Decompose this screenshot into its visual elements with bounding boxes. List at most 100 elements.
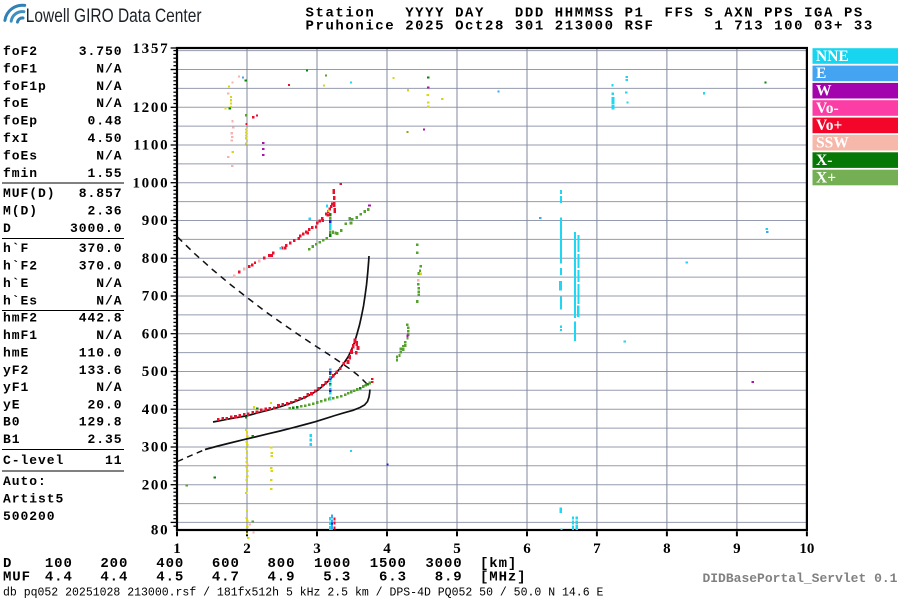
svg-text:7: 7: [593, 541, 601, 557]
svg-text:600: 600: [142, 326, 170, 342]
svg-text:N/A: N/A: [96, 276, 122, 291]
svg-text:foEs: foEs: [3, 148, 38, 163]
svg-text:B1: B1: [3, 432, 21, 447]
svg-text:foF1: foF1: [3, 61, 38, 76]
svg-text:yF1: yF1: [3, 380, 29, 395]
svg-text:Auto:: Auto:: [3, 474, 47, 489]
svg-text:700: 700: [142, 289, 170, 305]
svg-text:W: W: [816, 83, 832, 100]
svg-text:6.3: 6.3: [379, 570, 407, 586]
svg-text:1: 1: [173, 541, 181, 557]
svg-text:3.750: 3.750: [79, 44, 123, 59]
svg-text:[MHz]: [MHz]: [480, 570, 526, 586]
svg-text:500200: 500200: [3, 509, 56, 524]
svg-text:4.5: 4.5: [156, 570, 184, 586]
svg-text:D: D: [3, 556, 12, 572]
svg-text:1100: 1100: [133, 138, 169, 154]
svg-text:370.0: 370.0: [79, 259, 123, 274]
svg-text:fmin: fmin: [3, 166, 38, 181]
svg-text:foE: foE: [3, 96, 29, 111]
svg-text:Artist5: Artist5: [3, 491, 64, 506]
svg-text:800: 800: [142, 251, 170, 267]
svg-text:N/A: N/A: [96, 96, 122, 111]
svg-text:hmF1: hmF1: [3, 328, 38, 343]
svg-text:3000: 3000: [425, 556, 462, 572]
svg-text:4.4: 4.4: [100, 570, 128, 586]
svg-text:900: 900: [142, 213, 170, 229]
svg-text:yE: yE: [3, 398, 21, 413]
svg-text:yF2: yF2: [3, 363, 29, 378]
svg-text:200: 200: [142, 477, 170, 493]
svg-text:Station YYYY DAY DDD HHMMS: Station YYYY DAY DDD HHMMSS P1 FFS S AXN…: [306, 6, 864, 22]
svg-text:Lowell GIRO Data Center: Lowell GIRO Data Center: [26, 4, 202, 26]
svg-text:4: 4: [383, 541, 391, 557]
svg-text:5.3: 5.3: [323, 570, 351, 586]
svg-text:foF1p: foF1p: [3, 79, 47, 94]
svg-text:D: D: [3, 221, 12, 236]
svg-text:N/A: N/A: [96, 328, 122, 343]
svg-text:MUF(D): MUF(D): [3, 186, 56, 201]
svg-text:600: 600: [212, 556, 240, 572]
svg-text:X-: X-: [816, 152, 832, 169]
svg-text:400: 400: [156, 556, 184, 572]
svg-text:h`E: h`E: [3, 276, 29, 291]
svg-text:5: 5: [453, 541, 461, 557]
svg-text:N/A: N/A: [96, 61, 122, 76]
svg-text:200: 200: [100, 556, 128, 572]
svg-text:442.8: 442.8: [79, 311, 123, 326]
svg-text:E: E: [816, 65, 826, 82]
svg-text:Pruhonice 2025 Oct28 301 21300: Pruhonice 2025 Oct28 301 213000 RSF 1 71…: [306, 19, 874, 35]
svg-text:8: 8: [663, 541, 671, 557]
svg-text:370.0: 370.0: [79, 241, 123, 256]
svg-text:20.0: 20.0: [87, 398, 122, 413]
svg-text:400: 400: [142, 402, 170, 418]
svg-text:h`F2: h`F2: [3, 259, 38, 274]
svg-text:SSW: SSW: [816, 135, 849, 152]
svg-text:1500: 1500: [370, 556, 407, 572]
svg-text:4.50: 4.50: [87, 131, 122, 146]
svg-text:3: 3: [313, 541, 321, 557]
svg-text:N/A: N/A: [96, 380, 122, 395]
svg-text:1200: 1200: [132, 100, 169, 116]
svg-text:1000: 1000: [314, 556, 351, 572]
svg-text:h`F: h`F: [3, 241, 29, 256]
svg-text:500: 500: [142, 364, 170, 380]
svg-text:0.48: 0.48: [87, 114, 122, 129]
svg-text:M(D): M(D): [3, 204, 38, 219]
svg-text:4.4: 4.4: [45, 570, 73, 586]
svg-text:8.9: 8.9: [435, 570, 463, 586]
svg-text:foEp: foEp: [3, 114, 38, 129]
svg-text:133.6: 133.6: [79, 363, 123, 378]
svg-text:B0: B0: [3, 415, 21, 430]
svg-text:2.35: 2.35: [87, 432, 122, 447]
svg-text:800: 800: [268, 556, 296, 572]
svg-text:11: 11: [105, 453, 123, 468]
svg-text:N/A: N/A: [96, 293, 122, 308]
svg-text:4.9: 4.9: [268, 570, 296, 586]
svg-text:8.857: 8.857: [79, 186, 123, 201]
svg-text:3000.0: 3000.0: [70, 221, 123, 236]
svg-text:fxI: fxI: [3, 131, 29, 146]
svg-text:10: 10: [799, 541, 814, 557]
svg-text:1000: 1000: [132, 175, 169, 191]
svg-text:Vo-: Vo-: [816, 100, 839, 117]
svg-text:2.36: 2.36: [87, 204, 122, 219]
svg-text:9: 9: [733, 541, 741, 557]
svg-text:DIDBasePortal_Servlet 0.1: DIDBasePortal_Servlet 0.1: [702, 571, 897, 586]
svg-text:80: 80: [151, 523, 169, 539]
svg-text:db pq052 20251028 213000.rsf /: db pq052 20251028 213000.rsf / 181fx512h…: [3, 587, 603, 600]
svg-text:N/A: N/A: [96, 79, 122, 94]
svg-text:N/A: N/A: [96, 148, 122, 163]
svg-text:hmE: hmE: [3, 346, 29, 361]
svg-text:foF2: foF2: [3, 44, 38, 59]
svg-text:129.8: 129.8: [79, 415, 123, 430]
svg-text:2: 2: [243, 541, 251, 557]
svg-text:1.55: 1.55: [87, 166, 122, 181]
svg-text:h`Es: h`Es: [3, 293, 38, 308]
svg-text:110.0: 110.0: [79, 346, 123, 361]
svg-text:hmF2: hmF2: [3, 311, 38, 326]
svg-text:4.7: 4.7: [212, 570, 240, 586]
svg-text:6: 6: [523, 541, 531, 557]
svg-text:Vo+: Vo+: [816, 117, 843, 134]
svg-text:100: 100: [45, 556, 73, 572]
